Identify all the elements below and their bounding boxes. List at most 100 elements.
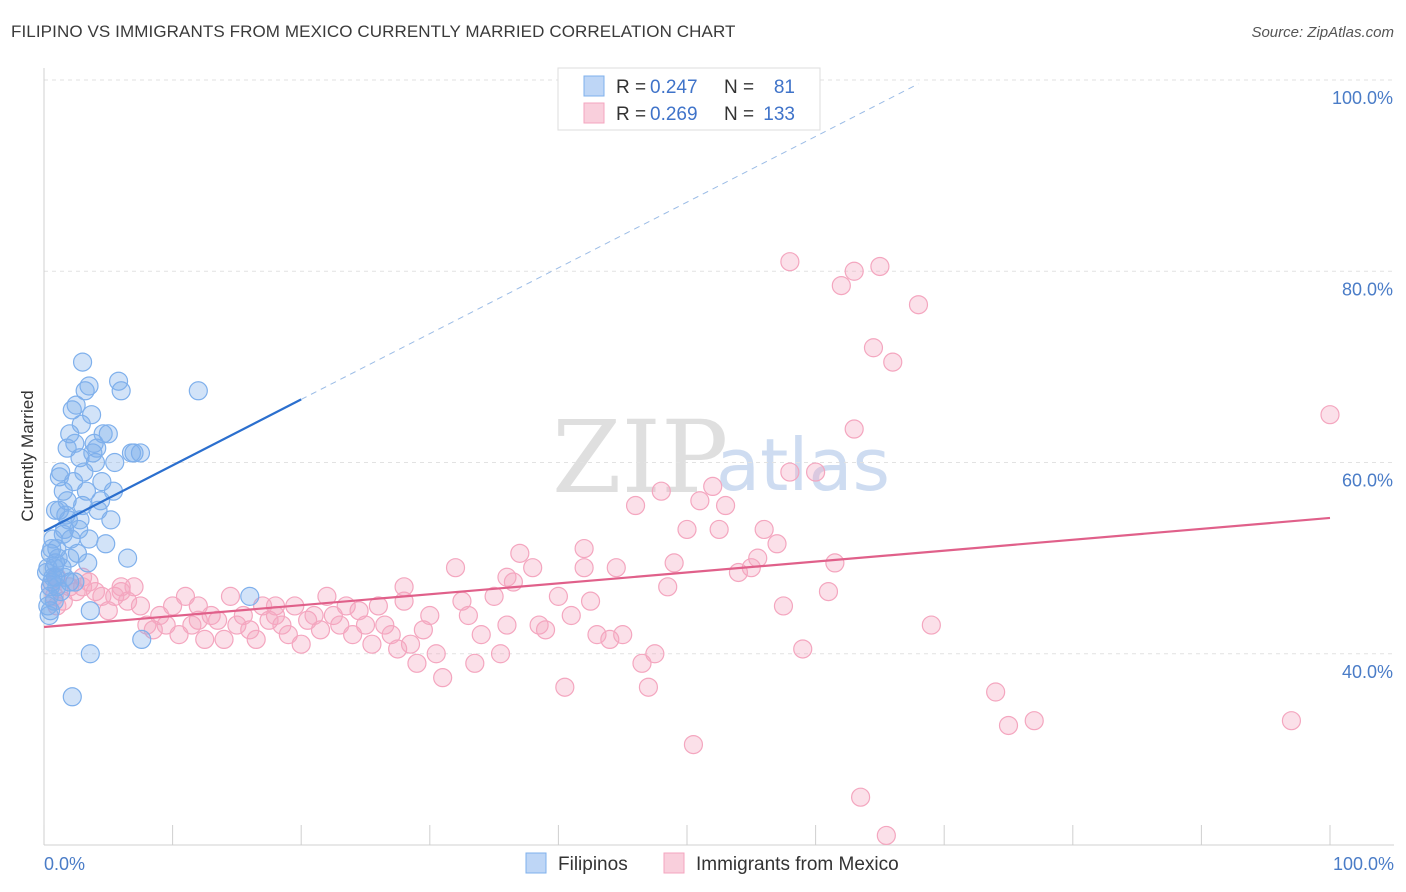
data-point [108,371,129,391]
legend-n-label-1: N = [724,77,754,98]
data-point [175,586,196,606]
data-point [555,677,575,697]
data-point [484,586,504,606]
data-point [65,572,85,592]
data-point [844,419,864,439]
watermark-zip: ZIP [552,399,728,516]
data-point [79,376,99,396]
data-point [54,567,75,587]
data-point [80,601,100,621]
data-point [48,548,68,568]
trend-line-filipinos [43,398,302,533]
data-point [368,596,388,616]
grid-lines [44,79,1394,655]
data-point [433,668,453,688]
data-point [66,395,86,415]
legend-n-label-2: N = [724,104,754,125]
data-point [163,596,183,616]
data-point [121,443,142,463]
data-point [1024,711,1044,731]
data-point [561,605,581,626]
data-point [613,625,633,645]
x-tick-label-max: 100.0% [1333,854,1394,874]
legend-r-value-2: 0.269 [650,104,698,125]
data-point [471,625,491,645]
data-point [677,519,697,540]
data-point [105,452,125,473]
legend-r-value-1: 0.247 [650,77,698,98]
data-point [420,605,440,626]
data-point [767,534,787,554]
data-point [413,620,433,640]
data-point [40,577,61,597]
data-point [851,787,871,807]
data-point [805,462,826,482]
data-point [523,558,543,578]
x-tick-label-min: 0.0% [44,854,85,874]
data-point [323,605,343,626]
data-point [535,620,556,640]
data-point [793,639,813,659]
legend-r-label-1: R = [616,77,646,98]
data-point [510,543,530,563]
data-point [548,586,569,606]
data-point [53,481,73,501]
data-point [96,534,116,554]
data-point [632,653,652,673]
data-point [921,615,941,635]
data-point [645,644,665,664]
data-point [574,558,594,578]
data-point [60,548,80,568]
data-point [407,653,427,673]
data-point [773,596,794,616]
bottom-legend-label-immigrants-from-mexico: Immigrants from Mexico [696,854,899,875]
data-point [664,553,684,573]
data-point [683,734,704,755]
data-point [780,462,800,482]
data-point [748,548,768,568]
data-point [458,605,478,626]
chart-title: FILIPINO VS IMMIGRANTS FROM MEXICO CURRE… [11,22,736,41]
data-point [465,653,485,673]
legend-n-value-2: 133 [763,104,795,125]
data-point [310,620,331,640]
data-point [117,548,138,568]
data-point [780,252,800,272]
data-point [98,424,118,444]
data-point [130,596,151,616]
data-point [400,634,421,654]
data-point [169,625,189,645]
data-point [47,577,67,597]
data-point [658,577,678,597]
bottom-legend-swatch-immigrants-from-mexico [663,852,685,874]
data-point [690,491,710,511]
data-point [606,558,626,578]
data-point [62,687,82,707]
series-filipinos [36,352,260,707]
axes [43,68,1394,846]
data-point [42,538,62,559]
data-point [754,519,774,540]
y-tick-label: 80.0% [1342,279,1393,299]
data-point [70,448,90,468]
data-point [825,553,845,573]
data-point [998,715,1019,736]
data-point [908,295,929,315]
data-point [638,677,659,697]
data-point [574,538,594,559]
data-point [53,524,73,544]
data-point [57,438,77,458]
data-point [101,510,121,530]
data-point [625,495,646,516]
bottom-legend-swatch-filipinos [525,852,547,874]
data-point [304,605,324,626]
data-point [81,405,102,425]
data-point [43,529,63,549]
data-point [381,625,401,645]
data-point [246,629,266,650]
trend-line-filipinos-extension [300,83,919,400]
data-point [349,601,369,621]
data-point [103,481,124,501]
data-point [240,586,260,606]
